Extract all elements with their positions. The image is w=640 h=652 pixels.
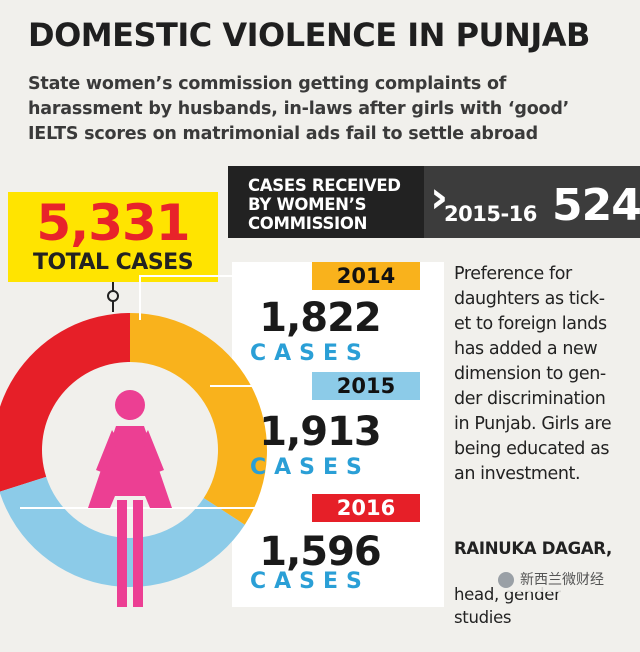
donut-chart (0, 275, 312, 607)
cases-received-value: 524 (552, 180, 640, 231)
quote-name: RAINUKA DAGAR, (454, 539, 612, 558)
count-value-2015: 1,913 (259, 409, 382, 455)
count-unit-2014: CASES (250, 341, 370, 366)
count-value-2016: 1,596 (259, 529, 382, 575)
count-value-2014: 1,822 (259, 295, 382, 341)
cases-received-label: CASES RECEIVED BY WOMEN’S COMMISSION (228, 166, 424, 238)
total-cases-label: TOTAL CASES (32, 250, 194, 275)
count-unit-2015: CASES (250, 455, 370, 480)
female-figure-icon (88, 390, 172, 607)
year-label-2015: 2015 (312, 372, 420, 400)
wechat-logo-icon (498, 572, 514, 588)
page-title: DOMESTIC VIOLENCE IN PUNJAB (28, 16, 590, 54)
pin-icon (107, 282, 119, 312)
cases-received-value-box: › 2015-16 524 (424, 166, 640, 238)
donut-slice-2014 (130, 313, 267, 525)
case-counts-panel (232, 262, 444, 607)
year-label-2016: 2016 (312, 494, 420, 522)
total-cases-box: 5,331 TOTAL CASES (8, 192, 218, 282)
donut-slice-2016 (0, 313, 130, 492)
cases-received-year: 2015-16 (444, 202, 537, 226)
subtitle: State women’s commission getting complai… (28, 74, 570, 144)
leader-line-2014 (139, 275, 312, 320)
total-cases-value: 5,331 (36, 194, 190, 252)
year-label-2014: 2014 (312, 262, 420, 290)
quote-text: Preference for daughters as tick- et to … (454, 264, 612, 484)
watermark: 新西兰微财经 (494, 568, 610, 592)
donut-slice-2015 (0, 476, 245, 587)
watermark-text: 新西兰微财经 (520, 572, 604, 588)
chevron-right-icon: › (430, 172, 449, 223)
count-unit-2016: CASES (250, 569, 370, 594)
